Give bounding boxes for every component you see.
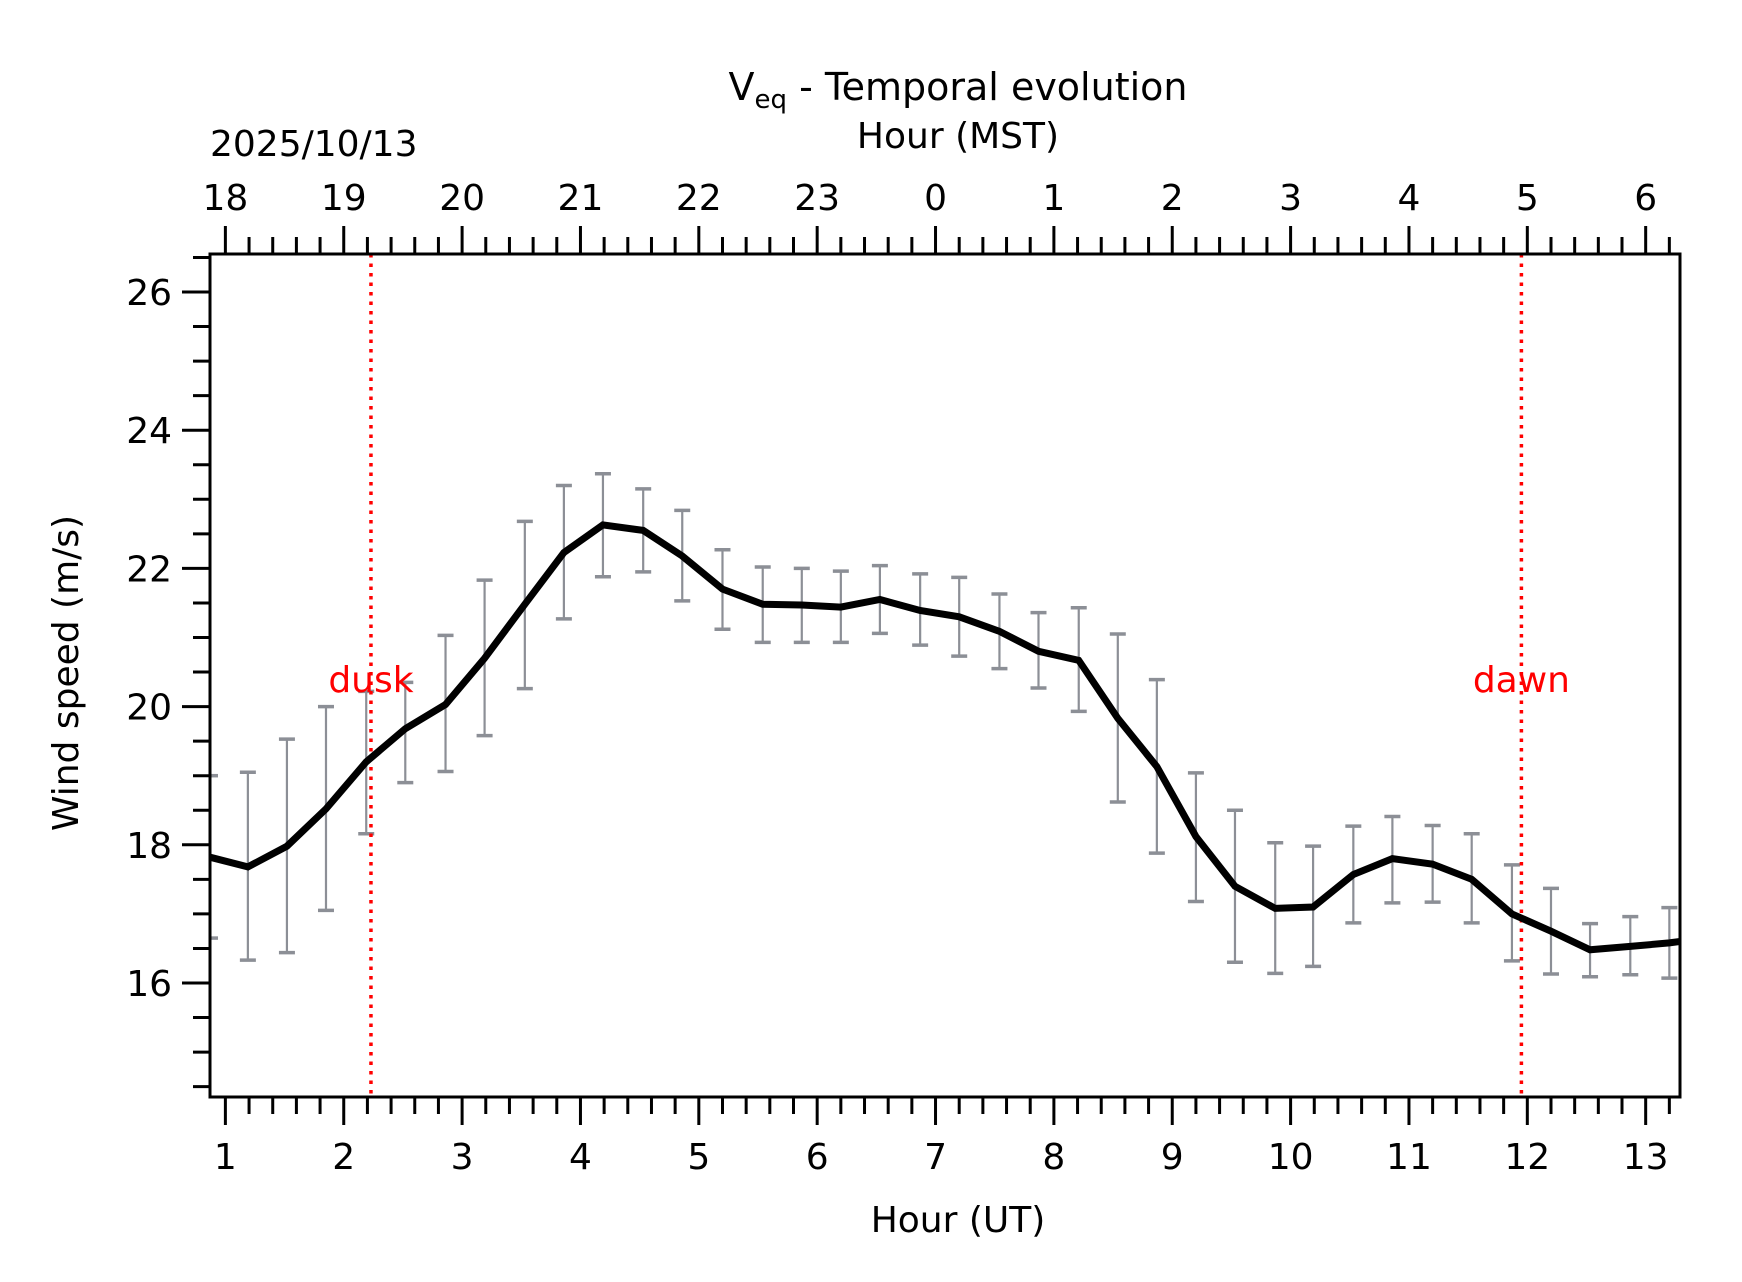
title-subscript: eq [755,85,788,115]
title-main: Temporal evolution [824,65,1188,109]
x2-tick-label: 22 [676,178,722,219]
error-bar [210,773,218,940]
x2-tick-label: 5 [1516,178,1539,219]
x-tick-label: 10 [1268,1137,1314,1178]
date-label: 2025/10/13 [210,124,418,165]
dawn-label: dawn [1473,660,1570,701]
x2-tick-label: 3 [1279,178,1302,219]
x-tick-label: 11 [1386,1137,1432,1178]
x2-tick-label: 19 [321,178,367,219]
y-tick-label: 22 [126,549,172,590]
x-tick-label: 5 [687,1137,710,1178]
dusk-label: dusk [328,660,413,701]
x-tick-label: 13 [1623,1137,1669,1178]
x-tick-label: 8 [1042,1137,1065,1178]
x2-tick-label: 23 [794,178,840,219]
x-tick-label: 6 [806,1137,829,1178]
x-tick-label: 7 [924,1137,947,1178]
chart-title: Veq - Temporal evolution [729,65,1188,115]
y-tick-label: 16 [126,964,172,1005]
title-symbol: V [729,65,755,109]
x2-tick-label: 2 [1161,178,1184,219]
title-separator: - [787,65,825,109]
y-axis-title: Wind speed (m/s) [46,515,87,831]
x2-tick-label: 4 [1398,178,1421,219]
x-tick-label: 9 [1161,1137,1184,1178]
y-tick-label: 20 [126,688,172,729]
plot-frame [208,252,1682,1099]
x2-tick-label: 20 [439,178,485,219]
x2-tick-label: 18 [202,178,248,219]
y-tick-label: 18 [126,826,172,867]
x2-tick-label: 21 [558,178,604,219]
x2-tick-label: 1 [1042,178,1065,219]
x2-tick-label: 0 [924,178,947,219]
series-line-veq [210,521,1680,954]
x2-tick-label: 6 [1634,178,1657,219]
x-tick-label: 3 [451,1137,474,1178]
y-tick-label: 26 [126,273,172,314]
y-tick-label: 24 [126,411,172,452]
x-tick-label: 4 [569,1137,592,1178]
x-tick-label: 12 [1504,1137,1550,1178]
x-tick-label: 1 [214,1137,237,1178]
x2-axis-title: Hour (MST) [857,116,1059,157]
x-tick-label: 2 [332,1137,355,1178]
x-axis-title: Hour (UT) [871,1200,1046,1241]
